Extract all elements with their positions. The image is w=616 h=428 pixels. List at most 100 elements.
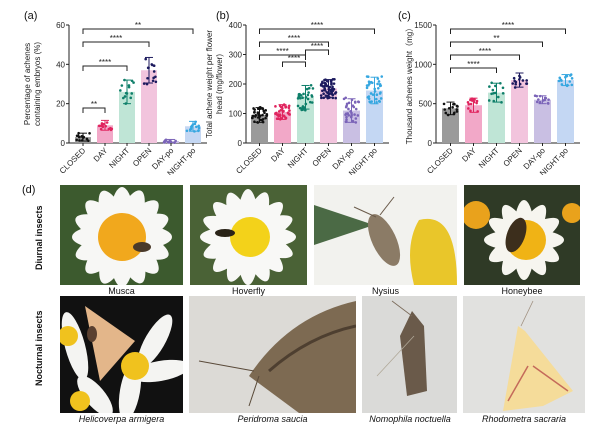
data-point (188, 128, 192, 131)
data-point (350, 98, 354, 102)
data-point (501, 91, 505, 95)
data-point (538, 101, 542, 104)
data-point (354, 121, 358, 124)
data-point (353, 100, 357, 104)
data-point (326, 91, 330, 95)
data-point (564, 75, 567, 79)
data-point (366, 75, 370, 78)
data-point (494, 84, 497, 88)
data-point (152, 64, 156, 68)
data-point (322, 92, 325, 96)
bar-open (320, 88, 337, 143)
data-point (533, 94, 537, 98)
caption-peridroma-saucia: Peridroma saucia (237, 414, 308, 424)
data-point (305, 87, 309, 91)
panel-label-d: (d) (22, 184, 36, 196)
y-tick-label: 0 (61, 139, 66, 148)
data-point (307, 91, 310, 94)
bar-night (119, 91, 135, 143)
y-tick-label: 500 (419, 100, 433, 109)
significance-label: **** (276, 47, 288, 56)
data-point (368, 100, 371, 103)
significance-label: **** (467, 60, 479, 69)
data-point (124, 102, 128, 105)
y-tick-label: 40 (56, 60, 65, 69)
data-point (330, 83, 333, 86)
caption-honeybee: Honeybee (501, 286, 543, 296)
x-tick-label: NIGHT (477, 146, 501, 170)
significance-bracket (82, 107, 106, 113)
data-point (195, 125, 198, 129)
data-point (344, 105, 348, 109)
data-point (353, 113, 356, 116)
data-point (301, 96, 304, 100)
data-point (193, 122, 197, 126)
data-point (569, 74, 572, 77)
data-point (298, 93, 302, 97)
x-tick-label: CLOSED (234, 146, 264, 175)
data-point (514, 82, 517, 86)
data-point (173, 141, 176, 145)
data-point (570, 77, 574, 80)
data-point (347, 107, 350, 111)
significance-bracket (305, 49, 329, 55)
data-point (365, 84, 369, 87)
data-point (447, 106, 451, 110)
data-point (492, 99, 496, 103)
data-point (380, 75, 384, 78)
y-tick-label: 0 (428, 139, 433, 148)
data-point (475, 101, 478, 105)
data-point (274, 111, 278, 115)
data-point (145, 82, 149, 86)
caption-nysius: Nysius (371, 286, 399, 296)
data-point (307, 86, 311, 90)
y-tick-label: 200 (229, 80, 243, 89)
data-point (370, 81, 374, 85)
y-tick-label: 1000 (414, 60, 432, 69)
data-point (344, 120, 348, 124)
data-point (373, 90, 377, 93)
significance-label: **** (99, 58, 111, 67)
data-point (97, 124, 101, 128)
data-point (344, 113, 347, 117)
x-tick-label: DAY (460, 146, 478, 164)
y-tick-label: 100 (229, 110, 243, 119)
data-point (304, 108, 307, 112)
data-point (120, 84, 124, 87)
bar-night (488, 92, 505, 143)
data-point (124, 91, 128, 95)
panel-label-c: (c) (398, 10, 411, 22)
data-point (518, 82, 522, 86)
data-point (254, 115, 257, 118)
significance-label: **** (288, 54, 300, 63)
photo-rhodometra-sacraria (463, 296, 585, 413)
data-point (329, 90, 332, 93)
data-point (256, 121, 260, 124)
x-tick-label: CLOSED (425, 146, 455, 175)
significance-bracket (259, 54, 306, 60)
data-point (310, 95, 314, 98)
y-axis-label: containing embryos (%) (33, 42, 42, 126)
data-point (261, 118, 265, 121)
x-tick-label: DAY (92, 146, 110, 164)
bar-open (141, 70, 157, 143)
significance-bracket (82, 41, 150, 47)
data-point (557, 79, 561, 83)
data-point (150, 63, 154, 66)
significance-label: **** (288, 34, 300, 43)
data-point (282, 103, 286, 106)
data-point (284, 116, 287, 120)
data-point (455, 110, 459, 113)
data-point (319, 94, 323, 97)
photo-nomophila-noctuella (362, 296, 457, 413)
data-point (443, 108, 447, 111)
data-point (251, 116, 254, 120)
data-point (476, 110, 479, 113)
data-point (309, 84, 313, 87)
data-point (570, 83, 574, 87)
caption-rhodometra-sacraria: Rhodometra sacraria (481, 414, 567, 424)
data-point (287, 104, 291, 108)
data-point (332, 82, 336, 85)
data-point (472, 100, 476, 104)
data-point (288, 113, 291, 116)
